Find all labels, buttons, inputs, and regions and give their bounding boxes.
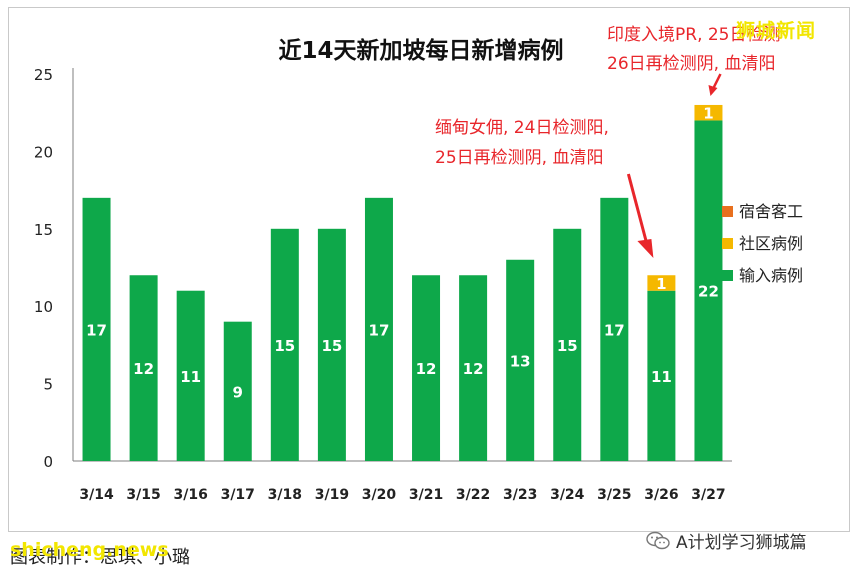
legend-swatch: [722, 270, 733, 281]
data-label: 15: [557, 337, 578, 355]
data-label: 15: [321, 337, 342, 355]
bar-segment: [506, 259, 535, 461]
data-label: 11: [651, 368, 672, 386]
legend-label: 输入病例: [739, 266, 803, 285]
wechat-icon: [646, 531, 670, 549]
bar-segment: [129, 275, 158, 461]
y-tick-label: 15: [34, 221, 53, 239]
account-name: A计划学习狮城篇: [676, 533, 807, 553]
bar-segment: [459, 275, 488, 461]
data-label: 12: [133, 360, 154, 378]
annotation-arrow-3-27: [712, 73, 722, 89]
x-tick-label: 3/19: [315, 487, 349, 503]
legend-label: 宿舍客工: [739, 202, 803, 221]
watermark-logo: 狮城新闻: [736, 20, 817, 42]
legend-swatch: [722, 206, 733, 217]
annotation-3-26-line1: 缅甸女佣, 24日检测阳,: [435, 118, 609, 138]
x-tick-label: 3/16: [174, 487, 208, 503]
chart-frame: 近14天新加坡每日新增病例 0 5 10 15 20 25 17 3/14 12 3/15 11 3/1…: [8, 7, 850, 532]
x-tick-label: 3/20: [362, 487, 397, 503]
data-label: 15: [274, 337, 295, 355]
x-tick-label: 3/23: [503, 487, 537, 503]
data-label: 17: [604, 321, 625, 339]
bar-segment: [317, 228, 346, 461]
annotation-arrowhead-3-27: [708, 85, 718, 96]
data-label: 17: [369, 321, 390, 339]
data-label: 1: [656, 275, 666, 293]
bar-segment: [270, 228, 299, 461]
bar-segment: [694, 104, 723, 121]
legend-label: 社区病例: [739, 234, 803, 253]
data-label: 12: [416, 360, 437, 378]
bar-segment: [176, 290, 205, 461]
data-label: 1: [703, 105, 713, 123]
bar-segment: [364, 197, 393, 461]
bar-segment: [647, 290, 676, 461]
annotation-arrow-3-26: [626, 173, 649, 247]
x-tick-label: 3/15: [126, 487, 160, 503]
data-label: 12: [463, 360, 484, 378]
bar-segment: [600, 197, 629, 461]
bar-chart: 近14天新加坡每日新增病例0510152025173/14123/15113/1…: [34, 25, 803, 503]
bar-segment: [412, 275, 441, 461]
bar-segment: [694, 120, 723, 461]
x-tick-label: 3/21: [409, 487, 443, 503]
wechat-account: A计划学习狮城篇: [646, 528, 807, 553]
chart-title: 近14天新加坡每日新增病例: [278, 37, 563, 64]
x-tick-label: 3/25: [597, 487, 631, 503]
data-label: 11: [180, 368, 201, 386]
data-label: 13: [510, 352, 531, 370]
x-tick-label: 3/26: [644, 487, 678, 503]
x-tick-label: 3/17: [221, 487, 255, 503]
y-tick-label: 20: [34, 143, 53, 161]
bar-segment: [553, 228, 582, 461]
y-tick-label: 10: [34, 298, 53, 316]
bar-segment: [82, 197, 111, 461]
data-label: 17: [86, 321, 107, 339]
annotation-arrowhead-3-26: [637, 239, 654, 258]
legend-swatch: [722, 238, 733, 249]
x-tick-label: 3/24: [550, 487, 585, 503]
data-label: 9: [233, 383, 243, 401]
credit-text: 图表制作：思琪、小璐: [10, 547, 190, 568]
x-tick-label: 3/18: [268, 487, 302, 503]
x-tick-label: 3/27: [691, 487, 725, 503]
y-tick-label: 0: [43, 453, 53, 471]
bar-segment: [647, 275, 676, 291]
data-label: 22: [698, 283, 719, 301]
x-tick-label: 3/14: [79, 487, 114, 503]
y-tick-label: 25: [34, 66, 53, 84]
x-tick-label: 3/22: [456, 487, 490, 503]
bar-segment: [223, 321, 252, 461]
annotation-3-26-line2: 25日再检测阴, 血清阳: [435, 148, 603, 168]
annotation-3-27-line1: 印度入境PR, 25日检测: [607, 25, 781, 45]
credit-watermark: shicheng.news: [10, 539, 169, 561]
annotation-3-27-line2: 26日再检测阴, 血清阳: [607, 54, 775, 74]
y-tick-label: 5: [43, 376, 53, 394]
